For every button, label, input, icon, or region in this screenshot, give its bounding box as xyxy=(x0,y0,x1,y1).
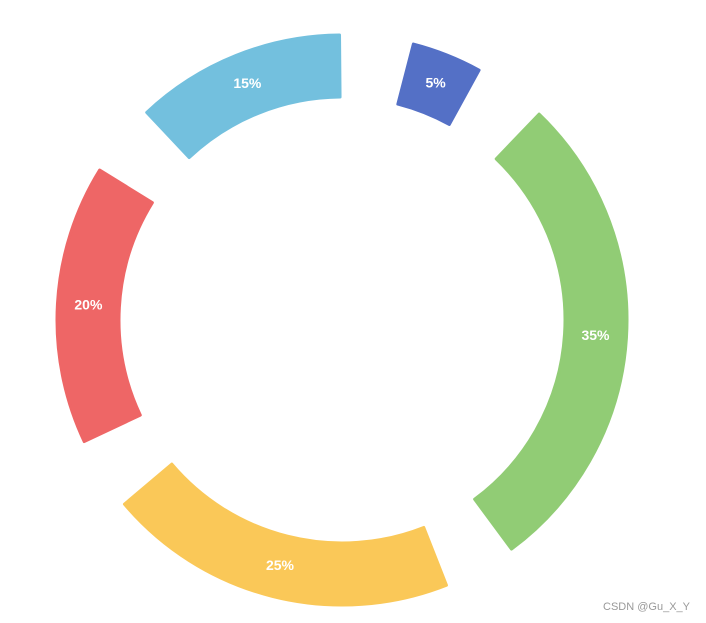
segment-label: 35% xyxy=(581,327,610,343)
segment-label: 15% xyxy=(233,75,262,91)
segment-label: 5% xyxy=(425,75,446,91)
donut-segment xyxy=(55,168,154,444)
donut-segment xyxy=(473,112,629,551)
donut-segment xyxy=(122,462,448,607)
segment-label: 20% xyxy=(74,296,103,312)
donut-segment xyxy=(145,33,342,160)
donut-segment xyxy=(396,42,481,126)
segment-label: 25% xyxy=(266,557,295,573)
watermark: CSDN @Gu_X_Y xyxy=(603,601,691,613)
